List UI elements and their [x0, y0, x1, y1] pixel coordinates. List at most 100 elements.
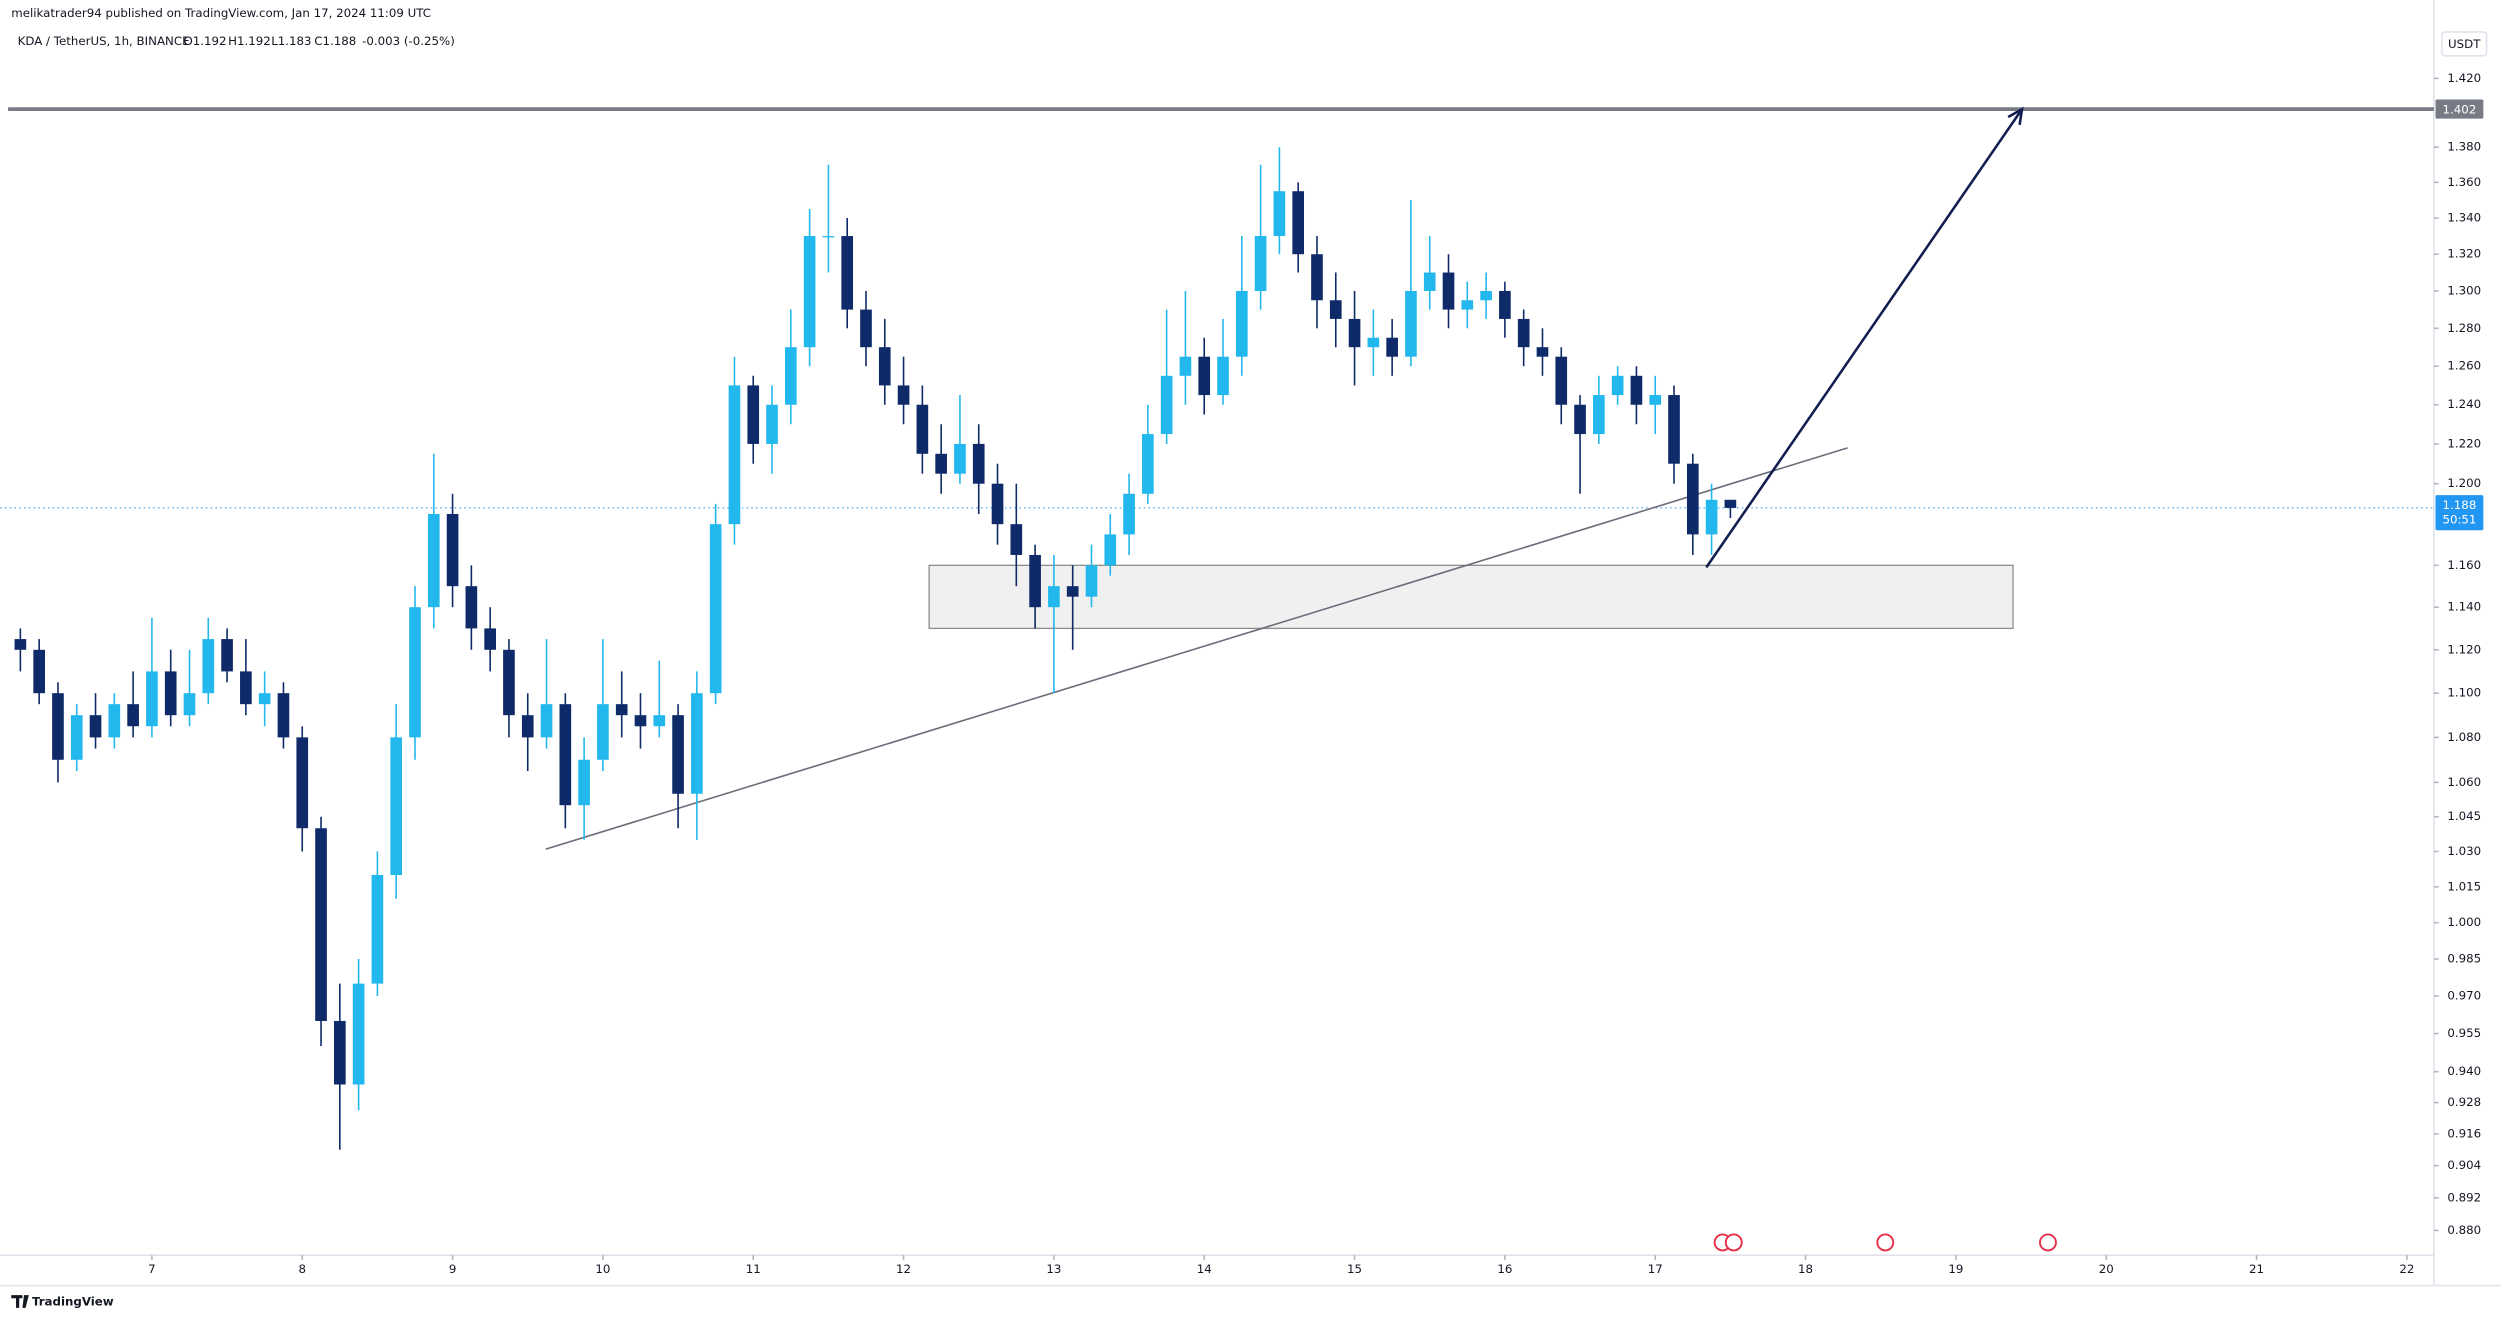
candle-body [1311, 254, 1323, 301]
y-tick-label: 1.000 [2447, 915, 2481, 929]
candle-body [1630, 375, 1643, 405]
ohlc-open: O1.192 [183, 34, 226, 48]
candle-body [409, 607, 421, 738]
candle-body [691, 693, 703, 794]
x-tick-label: 21 [2249, 1262, 2264, 1276]
unit: USDT [2448, 37, 2481, 51]
candle-body [1029, 554, 1041, 608]
candle-body [1593, 395, 1605, 435]
candle-body [1217, 356, 1229, 396]
candle-body [1461, 300, 1474, 310]
y-tick-label: 0.940 [2447, 1064, 2481, 1078]
candle-body [446, 513, 459, 587]
candle-body [164, 671, 177, 716]
candle-body [784, 347, 797, 405]
x-tick-label: 10 [595, 1262, 610, 1276]
ohlc-close: C1.188 [314, 34, 356, 48]
y-tick-label: 0.880 [2447, 1223, 2481, 1237]
candle-body [1386, 337, 1398, 357]
level-label-box [2435, 99, 2484, 119]
candle-body [841, 236, 854, 310]
candle-body [484, 628, 496, 650]
y-tick-label: 0.928 [2447, 1095, 2481, 1109]
y-tick-label: 1.240 [2447, 397, 2481, 411]
candle-body [1142, 434, 1154, 494]
y-tick-label: 1.320 [2447, 247, 2481, 261]
candle-body [1499, 290, 1511, 319]
candle-body [540, 704, 553, 738]
candle-body [1104, 534, 1117, 566]
candle-body [240, 671, 252, 705]
candle-body [1367, 337, 1380, 348]
candle-body [108, 704, 121, 738]
x-tick-label: 9 [449, 1262, 457, 1276]
x-tick-label: 16 [1497, 1262, 1512, 1276]
last-price-box [2435, 495, 2484, 531]
y-tick-label: 1.360 [2447, 175, 2481, 189]
candle-body [1724, 499, 1737, 508]
candle-body [1348, 318, 1361, 348]
candle-body [578, 759, 590, 806]
candle-body [1517, 318, 1530, 348]
trendline [545, 447, 1848, 850]
candle-body [1048, 586, 1060, 608]
publisher: melikatrader94 published on TradingView.… [11, 6, 431, 20]
y-tick-label: 1.200 [2447, 476, 2481, 490]
candle-body [1273, 191, 1286, 237]
x-tick-label: 13 [1046, 1262, 1061, 1276]
y-tick-label: 1.045 [2447, 809, 2481, 823]
y-tick-label: 0.970 [2447, 989, 2481, 1003]
y-tick-label: 0.985 [2447, 952, 2481, 966]
candle-body [1066, 586, 1079, 597]
logo [11, 1295, 29, 1308]
event-flag [1876, 1233, 1895, 1252]
event-flag [1724, 1233, 1743, 1252]
candle-body [1235, 290, 1248, 357]
candle-body [1555, 356, 1568, 405]
candle-body [559, 704, 572, 806]
x-tick-label: 7 [148, 1262, 156, 1276]
y-tick-label: 1.120 [2447, 642, 2481, 656]
candle-body [972, 443, 985, 484]
candle-body [146, 671, 158, 727]
candle-body [991, 483, 1004, 525]
candle-body [822, 236, 835, 238]
level-label: 1.402 [2443, 102, 2477, 116]
ohlc-low: L1.183 [271, 34, 311, 48]
candle-body [1085, 565, 1098, 597]
x-tick-label: 17 [1648, 1262, 1663, 1276]
candle-body [916, 404, 929, 454]
ohlc-high: H1.192 [228, 34, 271, 48]
countdown: 50:51 [2442, 512, 2476, 526]
candle-body [747, 385, 760, 444]
candle-body [728, 385, 741, 525]
y-tick-label: 1.420 [2447, 71, 2481, 85]
change: -0.003 (-0.25%) [362, 34, 455, 48]
candle-body [296, 737, 309, 829]
candle-body [1010, 524, 1023, 555]
x-tick-label: 15 [1347, 1262, 1362, 1276]
candle-body [127, 704, 139, 727]
candle-body [1123, 493, 1135, 535]
y-tick-label: 1.220 [2447, 436, 2481, 450]
candle-body [672, 715, 684, 794]
candle-body [89, 715, 102, 738]
unit-box [2441, 31, 2488, 57]
brand: TradingView [32, 1295, 114, 1309]
candle-body [860, 309, 872, 348]
arrow [1705, 108, 2024, 569]
y-tick-label: 1.260 [2447, 359, 2481, 373]
y-tick-label: 1.060 [2447, 775, 2481, 789]
candle-body [597, 704, 609, 760]
candle-body [465, 586, 478, 629]
candle-body [183, 693, 196, 716]
candle-body [1611, 375, 1624, 396]
candle-body [221, 639, 233, 672]
candle-body [1536, 347, 1549, 357]
candle-body [1198, 356, 1211, 396]
candle-body [634, 715, 647, 727]
candle-body [352, 983, 365, 1085]
y-tick-label: 1.100 [2447, 686, 2481, 700]
